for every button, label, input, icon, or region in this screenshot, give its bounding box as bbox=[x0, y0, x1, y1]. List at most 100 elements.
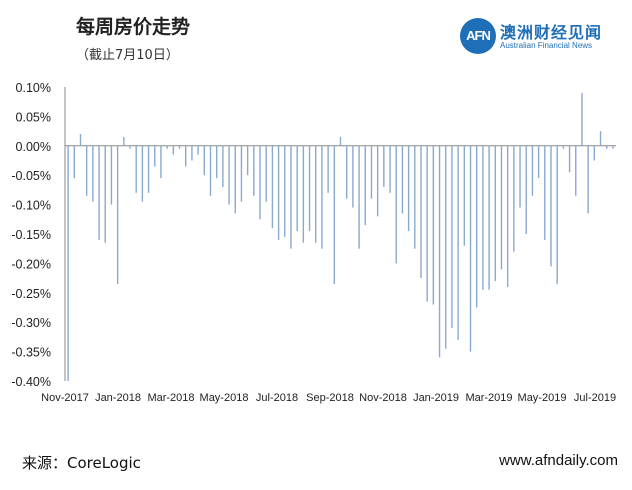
chart-title: 每周房价走势 bbox=[76, 16, 191, 38]
x-tick-label: Nov-2018 bbox=[359, 392, 407, 404]
bar bbox=[315, 145, 317, 243]
bar bbox=[308, 145, 311, 232]
y-tick-label: -0.40% bbox=[11, 375, 51, 389]
bar bbox=[500, 145, 503, 270]
logo-name-en: Australian Financial News bbox=[500, 41, 593, 50]
bar bbox=[116, 145, 119, 284]
bar bbox=[265, 145, 267, 202]
bar bbox=[240, 145, 243, 202]
bar bbox=[401, 145, 404, 214]
bar bbox=[154, 145, 156, 167]
y-tick-label: -0.10% bbox=[11, 199, 51, 213]
bar bbox=[290, 145, 292, 249]
x-tick-label: May-2018 bbox=[200, 392, 249, 404]
bar bbox=[568, 145, 571, 173]
bar bbox=[370, 145, 373, 199]
bar bbox=[92, 145, 94, 202]
y-tick-label: -0.30% bbox=[11, 316, 51, 330]
bar bbox=[141, 145, 144, 202]
bar bbox=[494, 145, 496, 282]
bar bbox=[531, 145, 534, 196]
x-tick-label: May-2019 bbox=[518, 392, 567, 404]
bar bbox=[178, 145, 181, 149]
bar bbox=[519, 145, 521, 208]
bar bbox=[420, 145, 422, 279]
bar bbox=[327, 145, 329, 193]
y-tick-label: 0.00% bbox=[16, 140, 51, 154]
bar bbox=[259, 145, 261, 220]
bar bbox=[166, 145, 168, 149]
y-tick-label: -0.25% bbox=[11, 287, 51, 301]
y-tick-label: -0.35% bbox=[11, 346, 51, 360]
bar bbox=[438, 145, 441, 358]
bar bbox=[135, 145, 137, 193]
bar bbox=[376, 145, 379, 217]
bar bbox=[476, 145, 478, 308]
bar bbox=[222, 145, 224, 187]
x-tick-label: Mar-2019 bbox=[465, 392, 512, 404]
bar bbox=[599, 131, 602, 146]
bar bbox=[581, 92, 583, 146]
afn-logo: AFN 澳洲财经见闻 Australian Financial News bbox=[460, 18, 610, 56]
bar bbox=[129, 145, 131, 149]
bar bbox=[160, 145, 162, 179]
bar bbox=[463, 145, 466, 246]
bar bbox=[457, 145, 459, 340]
bar bbox=[445, 145, 447, 349]
bar bbox=[271, 145, 274, 229]
bar bbox=[575, 145, 577, 196]
bar bbox=[73, 145, 75, 179]
y-tick-label: -0.05% bbox=[11, 169, 51, 183]
y-tick-label: 0.10% bbox=[16, 81, 51, 95]
bar bbox=[321, 145, 323, 249]
x-tick-label: Sep-2018 bbox=[306, 392, 354, 404]
bar bbox=[482, 145, 484, 290]
bar bbox=[277, 145, 280, 240]
bar bbox=[451, 145, 453, 329]
bar bbox=[606, 145, 608, 149]
bar bbox=[612, 145, 614, 149]
bar bbox=[147, 145, 150, 193]
bar bbox=[345, 145, 348, 199]
afn-logo-icon: AFN bbox=[460, 18, 496, 54]
bar bbox=[98, 145, 100, 240]
bar bbox=[556, 145, 558, 284]
bar bbox=[506, 145, 509, 287]
bar bbox=[407, 145, 410, 232]
bar bbox=[284, 145, 286, 237]
bar bbox=[191, 145, 193, 161]
bar bbox=[550, 145, 552, 267]
bar bbox=[352, 145, 354, 208]
x-tick-label: Jul-2018 bbox=[256, 392, 298, 404]
bar bbox=[469, 145, 472, 352]
bar bbox=[246, 145, 249, 176]
bar bbox=[215, 145, 218, 179]
bar bbox=[395, 145, 397, 264]
x-tick-label: Jan-2018 bbox=[95, 392, 141, 404]
bar bbox=[302, 145, 305, 243]
y-tick-label: -0.15% bbox=[11, 228, 51, 242]
bar bbox=[358, 145, 360, 249]
bar bbox=[562, 145, 565, 149]
bar bbox=[389, 145, 391, 193]
bar bbox=[426, 145, 428, 302]
bar bbox=[414, 145, 416, 249]
bar bbox=[383, 145, 385, 187]
bar bbox=[209, 145, 212, 196]
chart-subtitle: （截止7月10日） bbox=[76, 48, 179, 63]
x-tick-label: Jan-2019 bbox=[413, 392, 459, 404]
x-tick-label: Nov-2017 bbox=[41, 392, 89, 404]
bar bbox=[228, 145, 230, 205]
bar bbox=[79, 134, 82, 146]
bar bbox=[67, 145, 69, 381]
bar bbox=[544, 145, 546, 240]
bar bbox=[488, 145, 490, 290]
bar bbox=[364, 145, 366, 226]
bar bbox=[123, 136, 125, 146]
bar bbox=[234, 145, 236, 214]
x-tick-label: Mar-2018 bbox=[147, 392, 194, 404]
bar bbox=[296, 145, 298, 232]
bar bbox=[253, 145, 255, 196]
bar bbox=[104, 145, 106, 243]
